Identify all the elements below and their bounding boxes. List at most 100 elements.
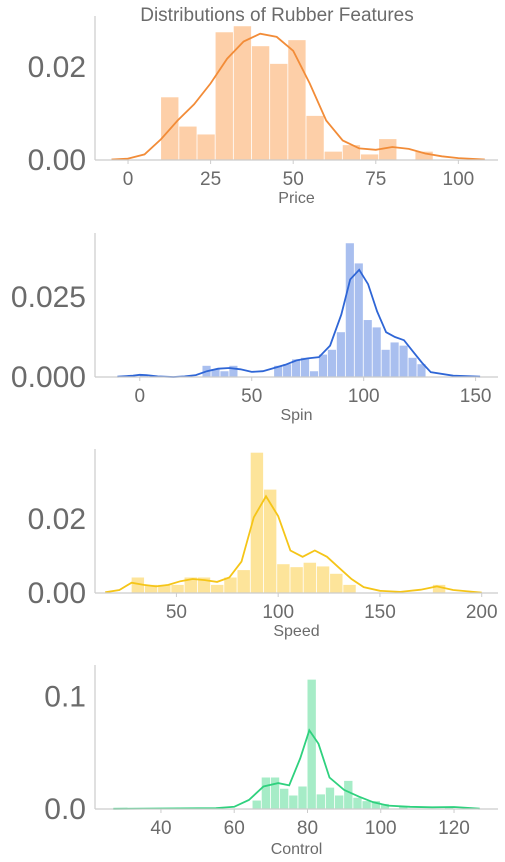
x-axis-label: Control bbox=[271, 841, 323, 858]
histogram-bar bbox=[345, 243, 354, 377]
histogram-bar bbox=[229, 365, 238, 377]
histogram-bar bbox=[274, 365, 283, 377]
histogram-bar bbox=[325, 787, 335, 809]
x-tick-label: 150 bbox=[364, 602, 396, 623]
histogram-bar bbox=[144, 584, 158, 593]
x-tick-label: 0 bbox=[123, 169, 134, 190]
histogram-bar bbox=[270, 63, 288, 160]
histogram-bar bbox=[131, 577, 145, 593]
chart-panel-control: 0.0 0.1 40 60 80 100 120 Control bbox=[44, 665, 498, 858]
histogram-bar bbox=[197, 577, 211, 593]
y-tick-label: 0.00 bbox=[28, 577, 86, 610]
histogram-bar bbox=[371, 801, 380, 809]
y-tick-label: 0.1 bbox=[44, 681, 86, 714]
histogram-bar bbox=[290, 567, 303, 593]
chart-panel-price: 0.00 0.02 0 25 50 75 100 Price bbox=[28, 16, 498, 207]
histogram-bar bbox=[327, 349, 336, 377]
histogram-bar bbox=[390, 342, 399, 377]
histogram-bar bbox=[399, 345, 408, 377]
histogram-bar bbox=[417, 364, 426, 377]
histogram-bar bbox=[399, 806, 408, 809]
y-tick-label: 0.02 bbox=[28, 51, 86, 84]
histogram-bar bbox=[277, 564, 290, 593]
histogram-bar bbox=[334, 795, 344, 809]
x-tick-label: 150 bbox=[460, 386, 492, 407]
histogram-bar bbox=[432, 584, 446, 593]
histogram-bar bbox=[415, 151, 433, 160]
histogram-bar bbox=[408, 357, 417, 377]
x-tick-label: 25 bbox=[200, 169, 221, 190]
histogram-bar bbox=[381, 349, 390, 377]
histogram-bar bbox=[372, 327, 381, 377]
chart-panel-speed: 0.00 0.02 50 100 150 200 Speed bbox=[28, 449, 498, 640]
histogram-bar bbox=[283, 364, 292, 377]
x-tick-label: 100 bbox=[262, 602, 294, 623]
x-tick-label: 40 bbox=[150, 818, 171, 839]
histogram-bar bbox=[171, 584, 184, 593]
histogram-bar bbox=[353, 797, 362, 809]
histogram-bar bbox=[211, 584, 224, 593]
histogram-bar bbox=[211, 369, 220, 377]
histogram-bar bbox=[362, 801, 371, 809]
histogram-bar bbox=[336, 332, 345, 377]
histogram-bar bbox=[252, 800, 261, 809]
histogram-bar bbox=[233, 26, 252, 160]
histogram-bar bbox=[250, 452, 264, 593]
histogram-bar bbox=[298, 786, 307, 809]
histogram-bar bbox=[303, 562, 317, 593]
histogram-bar bbox=[324, 151, 342, 160]
kde-line bbox=[105, 494, 482, 594]
x-tick-label: 60 bbox=[224, 818, 245, 839]
histogram-bar bbox=[179, 126, 197, 160]
x-axis-label: Speed bbox=[273, 623, 319, 640]
y-tick-label: 0.0 bbox=[44, 793, 86, 826]
histogram-bar bbox=[289, 795, 298, 809]
x-tick-label: 100 bbox=[365, 818, 397, 839]
kde-line bbox=[113, 728, 480, 810]
x-tick-label: 100 bbox=[348, 386, 380, 407]
histogram-bar bbox=[343, 584, 356, 593]
histogram-bar bbox=[270, 777, 280, 809]
y-tick-label: 0.00 bbox=[28, 144, 86, 177]
histogram-bar bbox=[158, 584, 171, 593]
histogram-bar bbox=[363, 320, 372, 377]
histogram-bar bbox=[380, 803, 390, 809]
kde-line bbox=[111, 32, 485, 161]
histogram-bar bbox=[292, 359, 301, 377]
histogram-bar bbox=[300, 357, 310, 377]
histogram-bar bbox=[344, 780, 353, 809]
y-tick-label: 0.02 bbox=[28, 503, 86, 536]
histogram-bar bbox=[237, 570, 250, 593]
x-axis-label: Spin bbox=[280, 407, 312, 424]
histogram-bar bbox=[197, 134, 215, 160]
histogram-bar bbox=[306, 115, 324, 160]
histogram-bar bbox=[184, 577, 197, 593]
histogram-bar bbox=[342, 145, 361, 160]
x-tick-label: 100 bbox=[443, 169, 475, 190]
histogram-bar bbox=[379, 139, 397, 160]
histogram-bar bbox=[330, 573, 343, 593]
x-tick-label: 200 bbox=[466, 602, 498, 623]
histogram-bar bbox=[220, 371, 229, 377]
histogram-bar bbox=[354, 263, 363, 377]
histogram-bar bbox=[309, 371, 319, 377]
histogram-bar bbox=[307, 679, 316, 809]
x-tick-label: 50 bbox=[166, 602, 187, 623]
x-tick-label: 120 bbox=[438, 818, 470, 839]
histogram-bar bbox=[139, 375, 148, 377]
x-axis-label: Price bbox=[278, 190, 315, 207]
x-tick-label: 50 bbox=[283, 169, 304, 190]
chart-panel-spin: 0.000 0.025 0 50 100 150 Spin bbox=[11, 233, 498, 424]
histogram-bar bbox=[261, 777, 271, 809]
histogram-bar bbox=[360, 154, 379, 160]
histogram-bar bbox=[318, 354, 328, 377]
x-tick-label: 75 bbox=[365, 169, 386, 190]
x-tick-label: 80 bbox=[297, 818, 318, 839]
chart-suptitle: Distributions of Rubber Features bbox=[140, 5, 414, 26]
histogram-bar bbox=[263, 489, 277, 593]
y-tick-label: 0.000 bbox=[11, 361, 86, 394]
x-tick-label: 0 bbox=[134, 386, 145, 407]
histogram-bar bbox=[316, 794, 326, 809]
histogram-bar bbox=[316, 566, 330, 593]
